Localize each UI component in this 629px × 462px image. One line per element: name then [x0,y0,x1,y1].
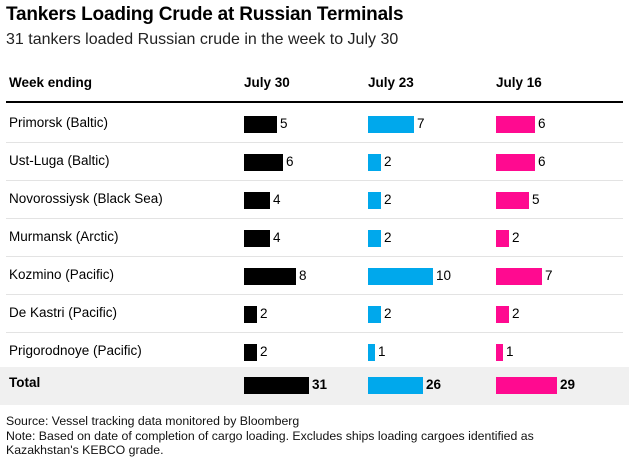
bar-july-23 [368,268,433,285]
row-separator [6,256,623,257]
column-header-label: Week ending [9,75,93,90]
bar-july-16 [496,116,535,133]
bar-july-23 [368,230,381,247]
total-value-label: 31 [312,377,328,392]
total-value-label: 29 [560,377,576,392]
bar-value-label: 2 [384,154,392,169]
row-separator [6,180,623,181]
column-header-week-2: July 23 [368,75,414,90]
bar-value-label: 4 [273,230,281,245]
bar-july-23 [368,116,414,133]
bar-july-23 [368,344,375,361]
bar-july-16 [496,268,542,285]
bar-july-16 [496,192,529,209]
bar-value-label: 8 [299,268,307,283]
bar-july-16 [496,154,535,171]
bar-july-30 [244,230,270,247]
bar-value-label: 6 [538,154,546,169]
bar-value-label: 2 [384,192,392,207]
bar-value-label: 1 [378,344,386,359]
bar-value-label: 6 [286,154,294,169]
total-value-label: 26 [426,377,442,392]
bar-value-label: 1 [506,344,514,359]
header-rule [6,101,623,103]
column-header-week-3: July 16 [496,75,542,90]
row-label: Primorsk (Baltic) [9,115,109,130]
bar-value-label: 2 [512,230,520,245]
total-bar-july-16 [496,377,557,394]
total-row-label: Total [9,375,41,390]
bar-july-23 [368,192,381,209]
bar-july-16 [496,230,509,247]
row-separator [6,332,623,333]
footnote-line-1: Note: Based on date of completion of car… [6,429,534,443]
bar-july-30 [244,192,270,209]
chart-subtitle: 31 tankers loaded Russian crude in the w… [6,31,399,48]
bar-value-label: 5 [280,116,288,131]
bar-july-30 [244,268,296,285]
bar-value-label: 2 [384,306,392,321]
bar-july-23 [368,306,381,323]
row-label: Novorossiysk (Black Sea) [9,191,163,206]
row-label: Kozmino (Pacific) [9,267,115,282]
bar-value-label: 2 [512,306,520,321]
bar-value-label: 2 [384,230,392,245]
bar-value-label: 4 [273,192,281,207]
bar-value-label: 7 [417,116,425,131]
total-bar-july-30 [244,377,309,394]
total-bar-july-23 [368,377,423,394]
footnote-line-2: Kazakhstan's KEBCO grade. [6,443,164,457]
row-label: De Kastri (Pacific) [9,305,118,320]
column-header-week-1: July 30 [244,75,290,90]
source-note: Source: Vessel tracking data monitored b… [6,414,300,428]
bar-value-label: 7 [545,268,553,283]
row-label: Murmansk (Arctic) [9,229,119,244]
bar-july-16 [496,306,509,323]
bar-value-label: 2 [260,306,268,321]
bar-value-label: 10 [436,268,452,283]
bar-value-label: 5 [532,192,540,207]
row-label: Prigorodnoye (Pacific) [9,343,142,358]
bar-value-label: 2 [260,344,268,359]
chart-title: Tankers Loading Crude at Russian Termina… [6,4,404,25]
bar-value-label: 6 [538,116,546,131]
row-label: Ust-Luga (Baltic) [9,153,110,168]
row-separator [6,218,623,219]
bar-july-30 [244,344,257,361]
bar-july-30 [244,154,283,171]
bar-july-30 [244,116,277,133]
bar-july-30 [244,306,257,323]
row-separator [6,142,623,143]
bar-july-16 [496,344,503,361]
row-separator [6,294,623,295]
bar-july-23 [368,154,381,171]
